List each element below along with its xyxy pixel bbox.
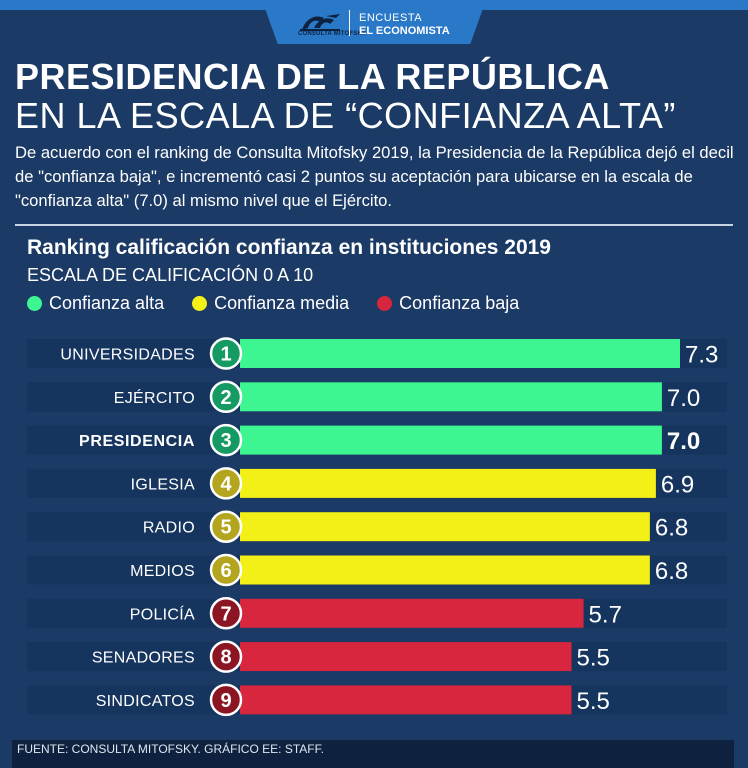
bar-2 [240, 382, 662, 412]
header-separator [349, 10, 350, 36]
rank-badge-8 [209, 640, 243, 673]
header-line1: ENCUESTA [359, 12, 423, 24]
divider [15, 224, 733, 226]
category-label-7: POLICÍA [130, 604, 195, 623]
category-label-5: RADIO [143, 520, 195, 537]
description: De acuerdo con el ranking de Consulta Mi… [15, 143, 734, 210]
header-tab [262, 0, 486, 44]
value-label-1: 7.3 [685, 342, 718, 369]
rank-badge-9 [209, 683, 243, 717]
chart-title: Ranking calificación confianza en instit… [27, 236, 551, 259]
category-label-1: UNIVERSIDADES [60, 347, 195, 364]
category-label-2: EJÉRCITO [114, 388, 195, 407]
value-label-2: 7.0 [667, 385, 700, 412]
rank-badge-6 [209, 553, 243, 587]
legend-item-media: Confianza media [192, 293, 349, 314]
rank-badge-5 [209, 510, 243, 543]
rank-badge-7 [209, 597, 243, 630]
value-label-6: 6.8 [655, 558, 688, 585]
value-label-3: 7.0 [667, 428, 700, 455]
legend-label-baja: Confianza baja [399, 293, 520, 313]
category-label-8: SENADORES [92, 650, 195, 667]
title-line1: PRESIDENCIA DE LA REPÚBLICA [15, 56, 610, 97]
header-line2: EL ECONOMISTA [359, 25, 450, 37]
value-label-7: 5.7 [589, 601, 622, 628]
rank-badge-3 [209, 423, 243, 457]
bar-8 [240, 642, 572, 672]
category-label-6: MEDIOS [130, 563, 195, 580]
legend-label-alta: Confianza alta [49, 293, 165, 313]
rank-number-4: 4 [220, 473, 232, 495]
category-label-9: SINDICATOS [96, 693, 195, 710]
legend-label-media: Confianza media [214, 293, 350, 313]
rank-badge-1 [209, 337, 243, 370]
mitofsky-logo [300, 14, 340, 31]
logo-text: CONSULTA MITOFSKY [298, 31, 367, 37]
legend-item-baja: Confianza baja [377, 293, 519, 314]
footer-text: FUENTE: CONSULTA MITOFSKY. GRÁFICO EE: S… [17, 742, 324, 756]
bar-5 [240, 512, 650, 542]
rank-number-7: 7 [220, 603, 231, 625]
legend-dot-baja [377, 296, 393, 311]
rank-number-3: 3 [220, 430, 231, 452]
value-label-5: 6.8 [655, 515, 688, 542]
rank-number-8: 8 [220, 647, 231, 669]
bar-6 [240, 555, 650, 585]
category-label-4: IGLESIA [131, 476, 195, 493]
footer: FUENTE: CONSULTA MITOFSKY. GRÁFICO EE: S… [12, 740, 734, 768]
legend-dot-alta [27, 296, 42, 311]
legend-dot-media [192, 296, 208, 311]
bar-7 [240, 598, 584, 628]
rank-number-9: 9 [220, 690, 231, 712]
bar-1 [240, 339, 680, 368]
rank-badge-4 [209, 467, 243, 500]
value-label-9: 5.5 [577, 688, 610, 715]
legend: Confianza alta Confianza media Confianza… [27, 293, 547, 314]
bar-4 [240, 468, 656, 498]
bar-9 [240, 685, 572, 715]
rank-number-2: 2 [220, 387, 231, 409]
title-line2: EN LA ESCALA DE “CONFIANZA ALTA” [15, 95, 676, 136]
bar-3 [240, 425, 662, 455]
rank-badge-2 [209, 380, 243, 414]
value-label-8: 5.5 [577, 645, 610, 672]
value-label-4: 6.9 [661, 471, 694, 498]
chart-subtitle: ESCALA DE CALIFICACIÓN 0 A 10 [27, 265, 314, 285]
rank-number-1: 1 [220, 344, 231, 366]
rank-number-6: 6 [220, 560, 231, 582]
rank-number-5: 5 [220, 517, 231, 539]
legend-item-alta: Confianza alta [27, 293, 164, 314]
category-label-3: PRESIDENCIA [79, 433, 195, 450]
